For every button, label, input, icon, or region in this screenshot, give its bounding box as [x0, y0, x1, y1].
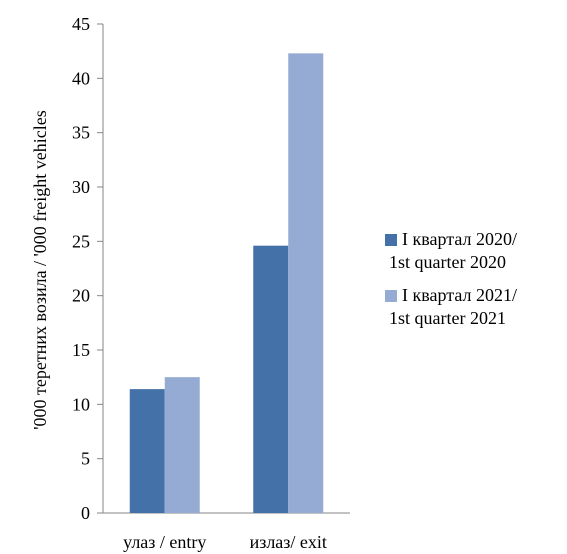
x-category-label: излаз/ exit	[250, 532, 327, 552]
legend-label-0: I квартал 2020/	[402, 229, 517, 249]
y-tick-label: 10	[72, 394, 90, 414]
y-tick-label: 5	[81, 449, 90, 469]
legend: I квартал 2020/1st quarter 2020 I квартал…	[385, 229, 517, 328]
x-category-label: улаз / entry	[123, 532, 206, 552]
bars	[129, 53, 324, 514]
y-tick-label: 35	[72, 123, 90, 143]
y-tick-label: 0	[81, 503, 90, 523]
y-tick-label: 20	[72, 286, 90, 306]
x-labels: улаз / entry излаз/ exit	[123, 532, 327, 552]
y-tick-label: 40	[72, 68, 90, 88]
legend-swatch-0	[385, 234, 397, 246]
y-tick-label: 15	[72, 340, 90, 360]
legend-label-1: I квартал 2021/	[402, 285, 517, 305]
bar-series-0-cat-1	[253, 245, 289, 513]
legend-label-1: 1st quarter 2021	[389, 308, 506, 328]
y-tick-label: 30	[72, 177, 90, 197]
y-ticks: 0 5 10 15 20 25 30 35 40 45	[72, 14, 103, 523]
y-axis-label: '000 теретних возила / '000 freight vehi…	[30, 110, 50, 430]
bar-series-1-cat-0	[164, 377, 200, 513]
y-tick-label: 45	[72, 14, 90, 34]
bar-series-1-cat-1	[288, 53, 324, 514]
y-tick-label: 25	[72, 231, 90, 251]
bar-series-0-cat-0	[129, 389, 165, 513]
legend-label-0: 1st quarter 2020	[389, 252, 506, 272]
legend-swatch-1	[385, 290, 397, 302]
